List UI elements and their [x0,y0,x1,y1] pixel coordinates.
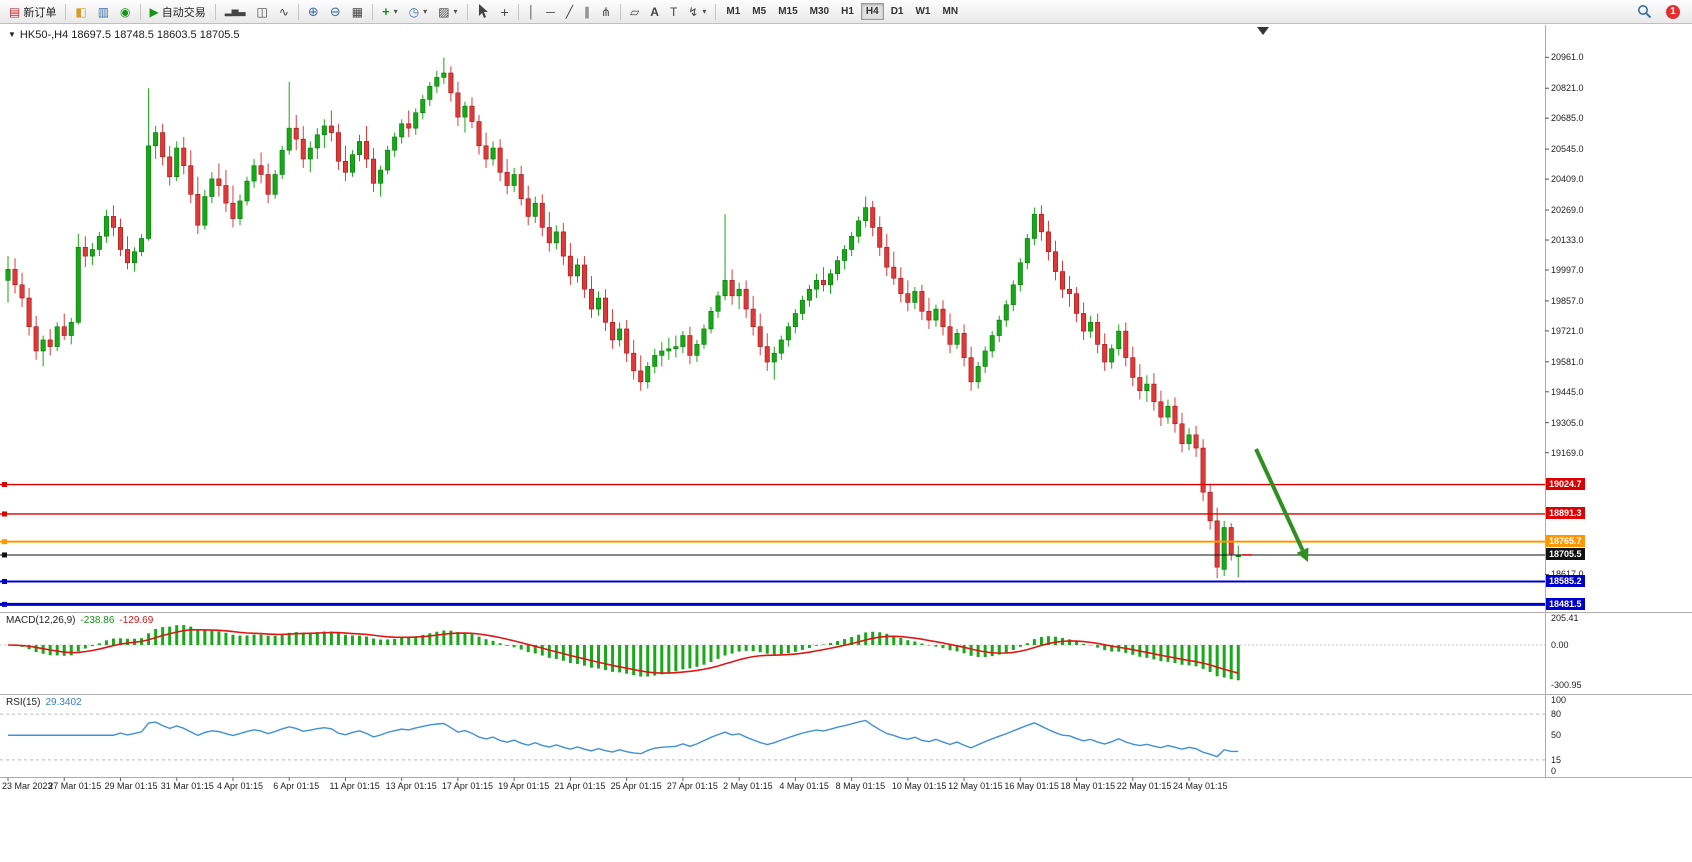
trendline-icon: ╱ [565,4,573,19]
crosshair-icon: + [500,3,509,20]
chart-shift-marker[interactable] [1257,27,1269,35]
horizontal-line-icon: ─ [546,4,555,19]
toolbar-separator [297,3,299,20]
templates-button[interactable]: ▨ ▾ [433,2,462,22]
market-watch-icon: ◧ [75,4,87,19]
down-arrow-annotation[interactable] [1254,448,1309,562]
text-label-button[interactable]: T [665,2,682,22]
arrows-tool-button[interactable]: ↯ ▾ [683,2,711,22]
vertical-line-button[interactable]: │ [523,2,541,22]
toolbar-separator [372,3,374,20]
timeframe-d1[interactable]: D1 [886,3,909,20]
fibonacci-button[interactable]: ⋔ [596,2,616,22]
vertical-line-icon: │ [527,4,536,19]
timeframe-m15[interactable]: M15 [773,3,802,20]
shapes-button[interactable]: ▱ [625,2,644,22]
trendline-button[interactable]: ╱ [561,2,578,22]
candlestick-chart-button[interactable]: ◫ [252,2,273,22]
crosshair-button[interactable]: + [496,2,514,22]
tile-windows-button[interactable]: ▦ [347,2,368,22]
chevron-down-icon: ▾ [702,7,707,16]
macd-histogram [13,625,1240,681]
navigator-button[interactable]: ◉ [115,2,135,22]
toolbar-separator [466,3,468,20]
new-order-icon: ▤ [9,4,21,19]
toolbar: ▤ 新订单 ◧ ▥ ◉ ▶ 自动交易 ▂▅▃ ◫ ∿ ⊕ ⊖ ▦ + ▾ ◷ ▾… [0,0,1692,24]
chevron-down-icon: ▾ [393,7,398,16]
channel-icon: ∥ [583,4,590,19]
toolbar-separator [517,3,519,20]
zoom-in-button[interactable]: ⊕ [303,2,324,22]
fibonacci-icon: ⋔ [600,4,612,19]
indicators-button[interactable]: + ▾ [377,2,403,22]
indicators-icon: + [382,4,390,19]
line-chart-button[interactable]: ∿ [274,2,294,22]
timeframe-m5[interactable]: M5 [747,3,771,20]
channel-button[interactable]: ∥ [579,2,595,22]
cursor-arrow-icon [478,4,488,18]
search-button[interactable] [1632,2,1657,22]
new-order-label: 新订单 [23,6,57,19]
zoom-out-button[interactable]: ⊖ [325,2,346,22]
candlesticks [5,57,1241,579]
search-icon [1638,5,1652,19]
market-watch-button[interactable]: ◧ [70,2,91,22]
autotrading-button[interactable]: ▶ 自动交易 [145,2,211,22]
candlestick-chart-icon: ◫ [256,4,268,19]
autotrading-play-icon: ▶ [149,4,159,19]
timeframe-h4[interactable]: H4 [860,3,884,20]
timeframe-mn[interactable]: MN [937,3,963,20]
timeframe-w1[interactable]: W1 [910,3,935,20]
navigator-icon: ◉ [120,4,131,19]
timeframe-buttons: M1 M5 M15 M30 H1 H4 D1 W1 MN [720,3,964,20]
cursor-button[interactable] [472,2,495,22]
toolbar-separator [139,3,141,20]
toolbar-separator [620,3,622,20]
chevron-down-icon: ▾ [453,7,458,16]
macd-signal-line [7,628,1239,674]
templates-icon: ▨ [438,4,450,19]
text-label-icon: T [669,4,678,19]
zoom-out-icon: ⊖ [329,4,341,19]
data-window-button[interactable]: ▥ [93,2,114,22]
toolbar-separator [214,3,216,20]
bar-chart-icon: ▂▅▃ [224,6,246,16]
bar-chart-button[interactable]: ▂▅▃ [220,2,251,22]
shapes-icon: ▱ [630,4,640,19]
price-level-lines[interactable] [0,482,1545,607]
text-button[interactable]: A [645,2,664,22]
text-icon: A [650,4,659,19]
rsi-line [8,719,1239,758]
notification-badge[interactable]: 1 [1666,4,1680,19]
tile-windows-icon: ▦ [351,4,364,19]
timeframe-h1[interactable]: H1 [836,3,859,20]
zoom-in-icon: ⊕ [307,4,319,19]
new-order-button[interactable]: ▤ 新订单 [4,2,61,22]
autotrading-label: 自动交易 [161,6,206,19]
periods-clock-icon: ◷ [408,4,420,19]
arrows-tool-icon: ↯ [688,4,699,19]
timeframe-m1[interactable]: M1 [721,3,745,20]
toolbar-separator [715,3,717,20]
timeframe-m30[interactable]: M30 [805,3,834,20]
periods-button[interactable]: ◷ ▾ [404,2,433,22]
toolbar-separator [65,3,67,20]
line-chart-icon: ∿ [278,4,289,19]
data-window-icon: ▥ [97,4,110,19]
horizontal-line-button[interactable]: ─ [541,2,560,22]
chevron-down-icon: ▾ [423,7,428,16]
